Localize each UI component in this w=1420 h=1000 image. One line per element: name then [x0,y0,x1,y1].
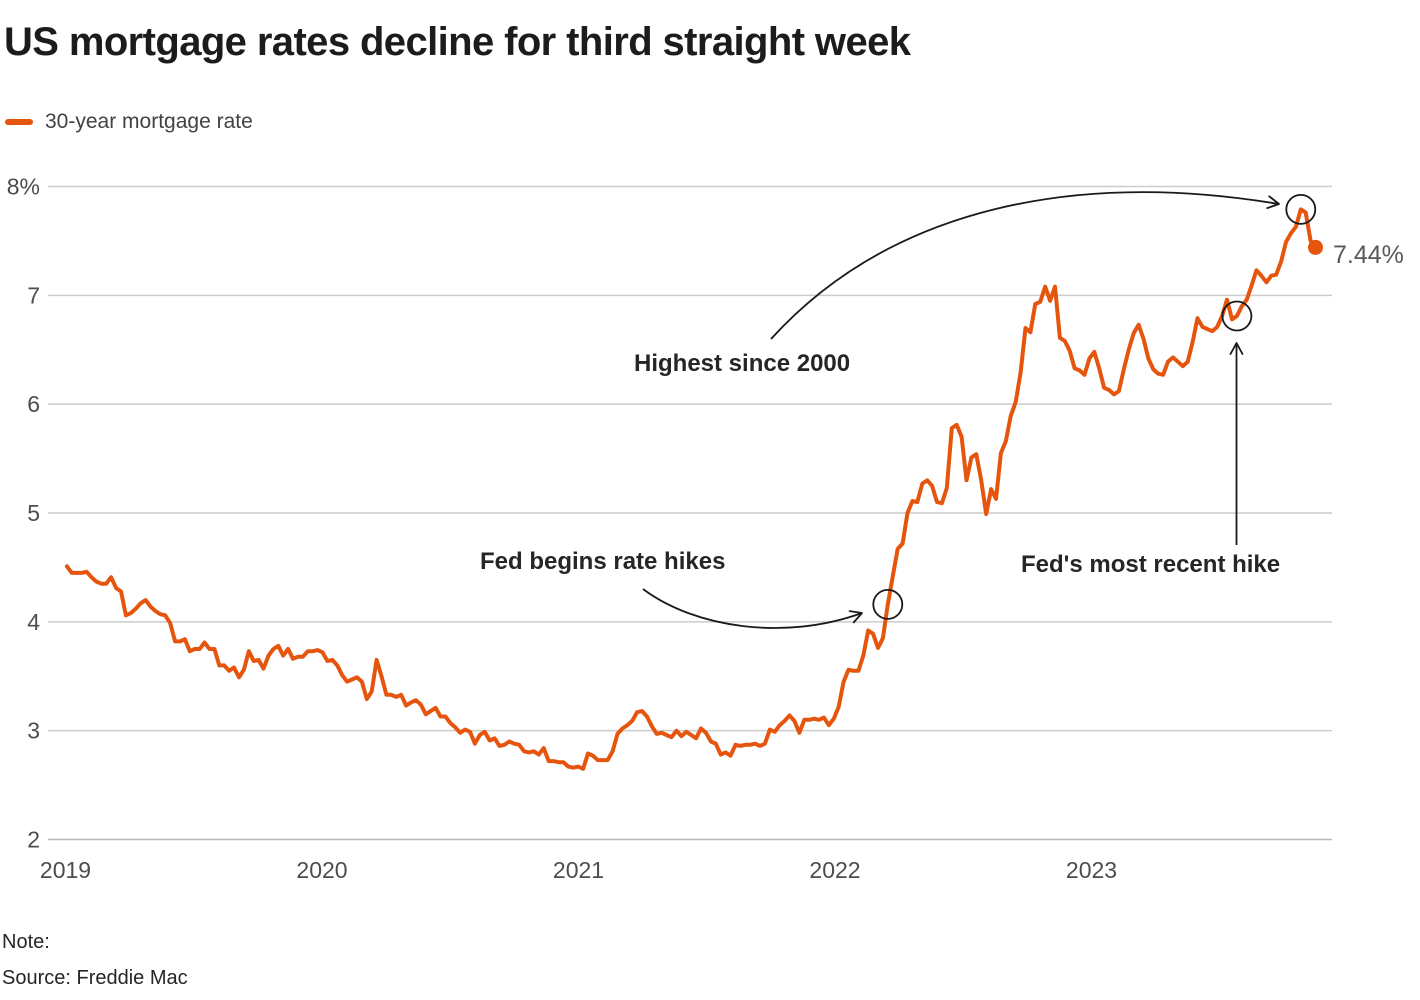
y-tick-label-4: 4 [27,609,40,635]
arrow-highest-since-2000 [770,191,1280,340]
gridlines [48,185,1332,841]
y-tick-label-5: 5 [27,500,40,526]
annotation-fed-begins-rate-hikes: Fed begins rate hikes [480,548,726,575]
y-axis-labels: 8% 7 6 5 4 3 2 [7,174,40,853]
mortgage-rate-line [64,207,1318,771]
latest-value-label: 7.44% [1333,241,1404,269]
annotation-fed-most-recent-hike: Fed's most recent hike [1021,551,1281,578]
marker-layer [872,193,1323,620]
x-axis-labels: 2019 2020 2021 2022 2023 [40,857,1117,883]
latest-value-dot [1308,239,1323,255]
y-tick-label-2: 2 [27,827,40,853]
legend-label: 30-year mortgage rate [45,110,253,133]
y-tick-label-8: 8% [7,174,40,200]
source-text: Source: Freddie Mac [2,967,188,989]
y-tick-label-6: 6 [27,391,40,417]
annotation-highest-since-2000: Highest since 2000 [634,350,851,377]
x-tick-label-2020: 2020 [296,857,347,883]
x-tick-label-2022: 2022 [809,857,860,883]
x-tick-label-2019: 2019 [40,857,91,883]
series-layer [64,207,1318,771]
y-tick-label-7: 7 [27,282,40,308]
note-text: Note: [2,931,50,953]
x-tick-label-2023: 2023 [1066,857,1117,883]
y-tick-label-3: 3 [27,718,40,744]
circle-marker-highest [1285,193,1317,225]
arrow-fed-begins-rate-hikes [642,588,863,629]
x-tick-label-2021: 2021 [553,857,604,883]
circle-marker-fed-recent [1221,300,1253,332]
legend-line-swatch [5,119,33,125]
legend: 30-year mortgage rate [5,110,253,134]
page-title: US mortgage rates decline for third stra… [4,20,911,64]
circle-marker-fed-begins [872,589,904,620]
